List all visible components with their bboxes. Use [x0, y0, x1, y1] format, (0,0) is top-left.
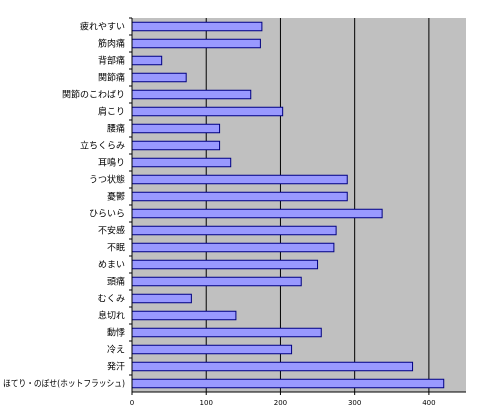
- category-label: 背部痛: [98, 55, 125, 67]
- category-label: めまい: [98, 260, 125, 271]
- bar: [131, 72, 187, 83]
- category-label: 筋肉痛: [98, 38, 125, 50]
- category-label: 腰痛: [107, 123, 125, 135]
- bar: [131, 378, 445, 389]
- x-tick-labels: 0 100 200 300 400: [130, 392, 436, 407]
- bar: [131, 293, 192, 304]
- category-label: 冷え: [107, 344, 125, 356]
- category-labels: 疲れやすい筋肉痛背部痛関節痛関節のこわばり肩こり腰痛立ちくらみ耳鳴りうつ状態憂鬱…: [3, 17, 132, 390]
- bar: [131, 38, 261, 49]
- bar: [131, 361, 414, 372]
- category-label: 発汗: [107, 361, 125, 373]
- category-label: むくみ: [98, 294, 125, 305]
- category-label: 不安感: [98, 225, 125, 237]
- category-label: 耳鳴り: [98, 157, 125, 169]
- bar: [131, 344, 293, 355]
- category-label: 頭痛: [107, 276, 125, 288]
- bar: [131, 310, 237, 321]
- category-label: 不眠: [107, 243, 125, 254]
- x-tick-label: 100: [200, 399, 213, 407]
- category-label: 息切れ: [98, 310, 125, 322]
- bar: [131, 89, 252, 100]
- bar: [131, 140, 221, 151]
- category-label: 立ちくらみ: [80, 140, 125, 152]
- category-label: 動悸: [107, 327, 125, 339]
- category-label: 疲れやすい: [80, 21, 125, 33]
- x-tick-label: 300: [348, 399, 361, 407]
- category-label: ひらいら: [89, 209, 125, 220]
- x-tick-label: 200: [274, 399, 287, 407]
- bar: [131, 21, 263, 32]
- bar: [131, 191, 348, 202]
- x-tick-label: 0: [130, 399, 134, 407]
- category-label: ほてり・のぼせ(ホットフラッシュ): [3, 379, 125, 390]
- bar: [131, 174, 348, 185]
- bar: [131, 327, 322, 338]
- bar: [131, 276, 302, 287]
- bar: [131, 106, 284, 117]
- bar: [131, 157, 232, 168]
- bar: [131, 208, 383, 219]
- x-tick-label: 400: [422, 399, 435, 407]
- bar: [131, 225, 337, 236]
- category-label: 関節のこわばり: [62, 89, 125, 101]
- category-label: 関節痛: [98, 72, 125, 84]
- category-label: 憂鬱: [107, 191, 125, 203]
- bar: [131, 55, 163, 66]
- bar: [131, 242, 335, 253]
- category-label: うつ状態: [89, 174, 125, 186]
- bar: [131, 123, 221, 134]
- bar: [131, 259, 319, 270]
- category-label: 肩こり: [98, 106, 125, 118]
- bars: [131, 21, 445, 389]
